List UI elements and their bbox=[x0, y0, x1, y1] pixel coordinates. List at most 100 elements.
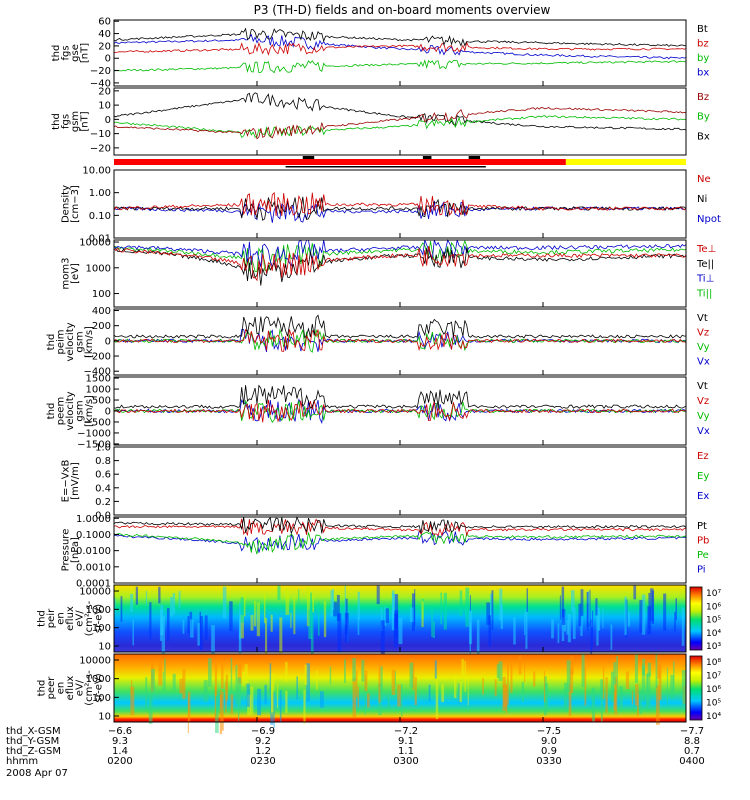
ylabel-line: [nPa] bbox=[70, 537, 81, 563]
spectrogram-streak bbox=[596, 605, 599, 646]
spectrogram-streak bbox=[387, 693, 390, 709]
spectrogram-streak bbox=[237, 677, 241, 705]
spectrogram-streak bbox=[355, 670, 358, 698]
ytick-label: 10 bbox=[98, 642, 111, 653]
figure-title: P3 (TH-D) fields and on-board moments ov… bbox=[254, 3, 551, 17]
spectrogram-streak bbox=[238, 691, 240, 721]
series-line-Pe bbox=[113, 531, 687, 555]
spectrogram-streak bbox=[303, 689, 306, 724]
ylabel-line: en bbox=[56, 682, 67, 695]
colorbar-peir-spec: 10⁷ 10⁶ 10⁵ 10⁴ 10³ bbox=[689, 586, 721, 652]
panel-temperature: Te⊥ Te|| Ti⊥ Ti|| 10000 1000 100 mom3[eV] bbox=[60, 238, 716, 308]
spectrogram-streak bbox=[290, 612, 292, 628]
legend-entry: Ni bbox=[697, 194, 707, 205]
ylabel-line: fgs bbox=[60, 45, 71, 60]
colorbar-gradient bbox=[689, 655, 703, 721]
series-line-Vx bbox=[113, 329, 687, 353]
spectrogram-streak bbox=[414, 677, 417, 706]
spectrogram-streak bbox=[203, 680, 208, 702]
xaxis-row-value: 1.4 bbox=[112, 746, 128, 757]
spectrogram-streak bbox=[591, 610, 594, 648]
spectrogram-streak bbox=[208, 658, 212, 687]
spectrogram-streak bbox=[391, 669, 396, 695]
spectrogram-streak bbox=[394, 610, 399, 639]
ytick-label: 100 bbox=[92, 289, 111, 300]
ylabel-line: mom3 bbox=[60, 258, 71, 290]
legend-entry: Pi bbox=[697, 565, 706, 576]
spectrogram-streak bbox=[557, 623, 560, 644]
spectrogram-streak bbox=[670, 674, 674, 698]
spectrogram-streak bbox=[250, 614, 254, 631]
ytick-label: 0.0001 bbox=[76, 579, 111, 590]
xaxis-row-value: 0400 bbox=[679, 756, 704, 767]
xaxis-row-value: −7.2 bbox=[394, 726, 418, 737]
colorbar-label: 10⁴ bbox=[706, 629, 721, 639]
spectrogram-streak bbox=[655, 685, 660, 725]
ylabel-line: [km/s] bbox=[84, 326, 95, 358]
spectrogram-streak bbox=[211, 625, 215, 658]
mode-bar-marker bbox=[468, 156, 481, 159]
ylabel-line: [nT] bbox=[79, 111, 90, 131]
yticks-temperature: 10000 1000 100 bbox=[79, 238, 119, 300]
spectrogram-streak bbox=[458, 683, 460, 704]
spectrogram-streak bbox=[619, 686, 623, 711]
spectrogram-streak bbox=[641, 594, 646, 635]
ylabel-peem-velocity: thdpeemvelocitygsm[km/s] bbox=[46, 391, 95, 430]
spectrogram-streak bbox=[178, 591, 181, 609]
spectrogram-streak bbox=[431, 606, 433, 637]
legend-entry: Ez bbox=[697, 451, 709, 462]
series-line-Te bbox=[113, 247, 687, 286]
ylabel-line: thd bbox=[37, 680, 48, 697]
ytick-label: −400 bbox=[84, 367, 111, 378]
spectrogram-streak bbox=[257, 688, 262, 716]
ytick-label: 200 bbox=[92, 321, 111, 332]
spectrogram-streak bbox=[172, 593, 176, 615]
ytick-label: 20 bbox=[98, 41, 111, 52]
spectrogram-streak bbox=[440, 592, 443, 625]
spectrogram-streak bbox=[145, 591, 148, 606]
ytick-label: 10000 bbox=[79, 238, 111, 249]
ytick-label: 1.00 bbox=[89, 188, 111, 199]
ytick-label: 1000 bbox=[86, 605, 111, 616]
xaxis-row-value: −7.5 bbox=[537, 726, 561, 737]
xaxis-row-value: 0230 bbox=[250, 756, 275, 767]
ylabel-line: [km/s] bbox=[84, 395, 95, 427]
spectrogram-streak bbox=[647, 662, 652, 677]
spectrogram-streak bbox=[344, 585, 346, 625]
ylabel-fgs-gsm: thdfgsgsm[nT] bbox=[51, 111, 91, 132]
spectrogram-streak bbox=[263, 594, 266, 624]
spectrogram-streak bbox=[164, 659, 166, 691]
ytick-label: 500 bbox=[92, 396, 111, 407]
spectrogram-streak bbox=[561, 586, 565, 621]
spectrogram-streak bbox=[414, 589, 416, 627]
spectrogram-streak bbox=[221, 691, 224, 731]
spectrogram-streak bbox=[674, 612, 676, 632]
ylabel-line: velocity bbox=[65, 391, 76, 430]
ylabel-line: sr-eV) bbox=[94, 604, 105, 633]
spectrogram-streak bbox=[243, 594, 246, 617]
spectrogram-streak bbox=[595, 598, 598, 616]
spectrogram-streak bbox=[256, 602, 261, 637]
spectrogram-streak bbox=[524, 612, 526, 636]
series-line-Ne bbox=[113, 191, 687, 217]
spectrogram-streak bbox=[240, 597, 244, 623]
legend-entry: Pe bbox=[697, 550, 709, 561]
series-line-Bz bbox=[113, 107, 687, 140]
plot-area-fgs-gsm bbox=[114, 88, 686, 155]
spectrogram-streak bbox=[503, 684, 508, 708]
legend-fgs-gse: Bt bz by bx bbox=[697, 24, 709, 79]
panel-fgs-gsm: Bz By Bx 20 10 0 −10 −20 thdfgsgsm[nT] bbox=[51, 86, 710, 156]
spectrogram-streak bbox=[642, 658, 646, 676]
spectrogram-streak bbox=[279, 617, 283, 654]
spectrogram-streak bbox=[410, 662, 414, 689]
ytick-label: 1000 bbox=[86, 263, 111, 274]
spectrogram-streak bbox=[317, 602, 320, 636]
spectrogram-streak bbox=[409, 663, 412, 687]
spectrogram-streak bbox=[316, 670, 318, 690]
ytick-label: 60 bbox=[98, 17, 111, 28]
mode-bar-marker bbox=[302, 156, 315, 159]
spectrogram-streak bbox=[624, 596, 627, 636]
yticks-efield: 1.0 0.8 0.6 0.4 0.2 0.0 bbox=[95, 443, 119, 522]
legend-entry: Ey bbox=[697, 471, 709, 482]
legend-entry: Bt bbox=[697, 24, 708, 35]
